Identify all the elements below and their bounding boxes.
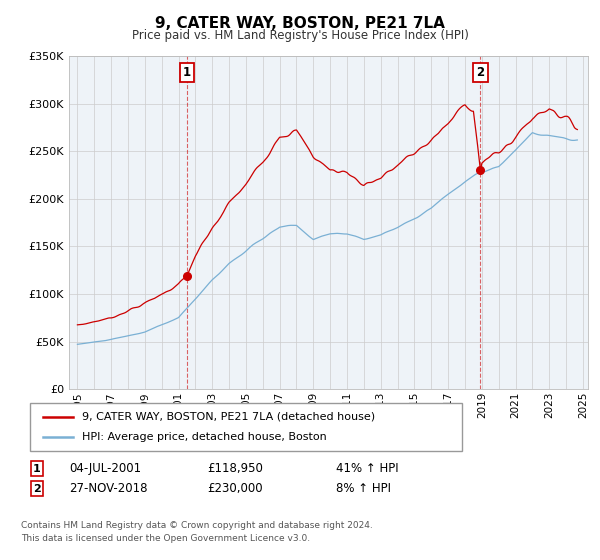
- FancyBboxPatch shape: [30, 403, 462, 451]
- Text: 1: 1: [183, 66, 191, 79]
- Text: This data is licensed under the Open Government Licence v3.0.: This data is licensed under the Open Gov…: [21, 534, 310, 543]
- Text: 9, CATER WAY, BOSTON, PE21 7LA (detached house): 9, CATER WAY, BOSTON, PE21 7LA (detached…: [82, 412, 375, 422]
- Text: Price paid vs. HM Land Registry's House Price Index (HPI): Price paid vs. HM Land Registry's House …: [131, 29, 469, 42]
- Text: 8% ↑ HPI: 8% ↑ HPI: [336, 482, 391, 496]
- Text: Contains HM Land Registry data © Crown copyright and database right 2024.: Contains HM Land Registry data © Crown c…: [21, 521, 373, 530]
- Text: 41% ↑ HPI: 41% ↑ HPI: [336, 462, 398, 475]
- Text: 27-NOV-2018: 27-NOV-2018: [69, 482, 148, 496]
- Text: £230,000: £230,000: [207, 482, 263, 496]
- Text: HPI: Average price, detached house, Boston: HPI: Average price, detached house, Bost…: [82, 432, 326, 442]
- Text: 1: 1: [33, 464, 41, 474]
- Text: 9, CATER WAY, BOSTON, PE21 7LA: 9, CATER WAY, BOSTON, PE21 7LA: [155, 16, 445, 31]
- Text: 04-JUL-2001: 04-JUL-2001: [69, 462, 141, 475]
- Text: 2: 2: [33, 484, 41, 494]
- Text: 2: 2: [476, 66, 485, 79]
- Text: £118,950: £118,950: [207, 462, 263, 475]
